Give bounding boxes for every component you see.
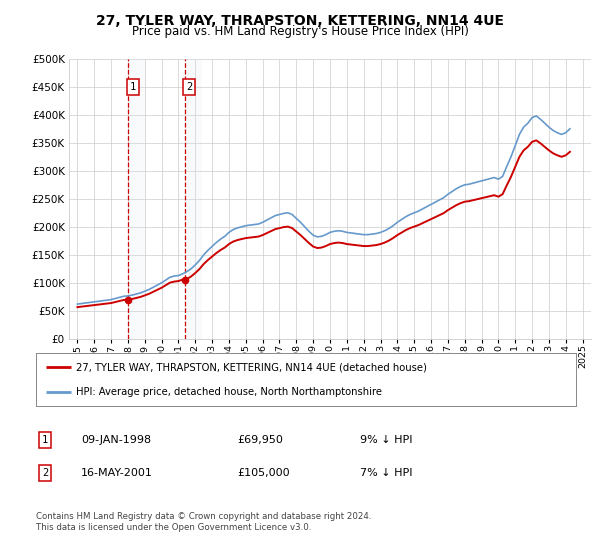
Text: 1: 1 bbox=[130, 82, 136, 92]
Text: HPI: Average price, detached house, North Northamptonshire: HPI: Average price, detached house, Nort… bbox=[77, 386, 383, 396]
Text: £105,000: £105,000 bbox=[237, 468, 290, 478]
Text: 16-MAY-2001: 16-MAY-2001 bbox=[81, 468, 153, 478]
Text: 2: 2 bbox=[42, 468, 48, 478]
Text: 27, TYLER WAY, THRAPSTON, KETTERING, NN14 4UE (detached house): 27, TYLER WAY, THRAPSTON, KETTERING, NN1… bbox=[77, 362, 427, 372]
Text: 27, TYLER WAY, THRAPSTON, KETTERING, NN14 4UE: 27, TYLER WAY, THRAPSTON, KETTERING, NN1… bbox=[96, 14, 504, 28]
Text: 7% ↓ HPI: 7% ↓ HPI bbox=[360, 468, 413, 478]
Text: 1: 1 bbox=[42, 435, 48, 445]
Text: Contains HM Land Registry data © Crown copyright and database right 2024.
This d: Contains HM Land Registry data © Crown c… bbox=[36, 512, 371, 532]
Text: Price paid vs. HM Land Registry's House Price Index (HPI): Price paid vs. HM Land Registry's House … bbox=[131, 25, 469, 38]
Text: £69,950: £69,950 bbox=[237, 435, 283, 445]
Text: 9% ↓ HPI: 9% ↓ HPI bbox=[360, 435, 413, 445]
Bar bbox=[128, 59, 145, 339]
Text: 2: 2 bbox=[186, 82, 192, 92]
Bar bbox=[184, 59, 202, 339]
Text: 09-JAN-1998: 09-JAN-1998 bbox=[81, 435, 151, 445]
